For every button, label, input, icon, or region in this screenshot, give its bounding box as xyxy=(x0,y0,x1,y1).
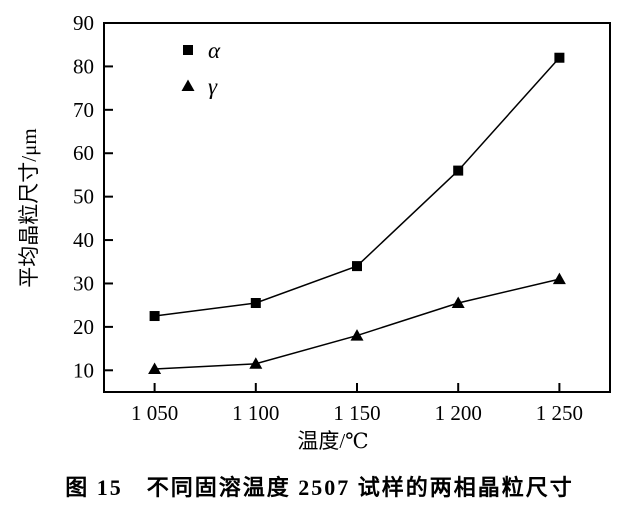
legend-marker-gamma xyxy=(181,79,195,91)
legend-marker-alpha xyxy=(183,45,193,55)
y-tick-label: 90 xyxy=(73,11,94,35)
y-tick-label: 50 xyxy=(73,185,94,209)
x-axis-title: 温度/℃ xyxy=(297,429,368,453)
x-tick-label: 1 250 xyxy=(536,401,583,425)
y-tick-label: 80 xyxy=(73,54,94,78)
data-point-marker-0 xyxy=(453,165,464,176)
y-tick-label: 10 xyxy=(73,358,94,382)
x-tick-label: 1 200 xyxy=(435,401,482,425)
data-point-marker-1 xyxy=(451,296,465,309)
data-point-marker-1 xyxy=(552,272,566,285)
data-point-marker-0 xyxy=(149,311,160,322)
figure-caption: 图 15 不同固溶温度 2507 试样的两相晶粒尺寸 xyxy=(65,475,574,500)
legend-label-alpha: α xyxy=(208,38,221,63)
legend-label-gamma: γ xyxy=(208,74,218,99)
data-point-marker-1 xyxy=(148,362,162,374)
chart-root: 10 20 30 40 50 60 70 80 90 1 050 1 100 1 150 1 200 1 … xyxy=(73,11,611,425)
y-axis-title: 平均晶粒尺寸/μm xyxy=(17,128,41,287)
data-point-marker-1 xyxy=(350,329,364,341)
y-tick-label: 60 xyxy=(73,141,94,165)
data-point-marker-0 xyxy=(352,261,362,272)
x-tick-label: 1 050 xyxy=(131,401,178,425)
x-tick-label: 1 150 xyxy=(333,401,380,425)
x-tick-label: 1 100 xyxy=(232,401,279,425)
y-tick-label: 20 xyxy=(73,315,94,339)
series-line-1 xyxy=(154,278,560,370)
data-point-marker-1 xyxy=(249,357,263,369)
y-tick-label: 70 xyxy=(73,98,94,122)
y-tick-label: 30 xyxy=(73,271,94,295)
data-point-marker-0 xyxy=(554,52,565,63)
y-tick-label: 40 xyxy=(73,228,94,252)
chart-svg: 10 20 30 40 50 60 70 80 90 1 050 1 100 1 150 1 200 1 … xyxy=(17,11,611,453)
data-point-marker-0 xyxy=(250,298,261,309)
